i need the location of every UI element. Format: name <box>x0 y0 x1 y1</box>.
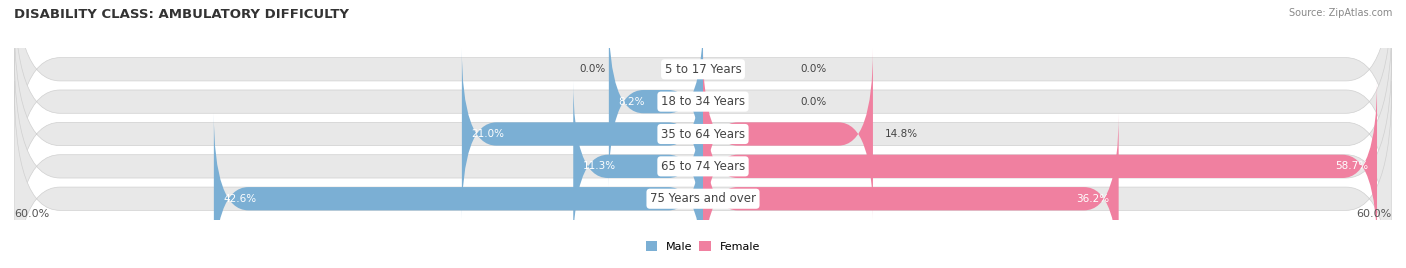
Text: 0.0%: 0.0% <box>800 97 827 107</box>
FancyBboxPatch shape <box>14 49 1392 268</box>
FancyBboxPatch shape <box>14 0 1392 187</box>
Text: 36.2%: 36.2% <box>1077 194 1109 204</box>
FancyBboxPatch shape <box>703 81 1376 252</box>
Text: 8.2%: 8.2% <box>619 97 644 107</box>
Text: 11.3%: 11.3% <box>582 161 616 171</box>
Text: 21.0%: 21.0% <box>471 129 505 139</box>
Legend: Male, Female: Male, Female <box>647 241 759 252</box>
FancyBboxPatch shape <box>214 113 703 268</box>
FancyBboxPatch shape <box>703 49 873 219</box>
Text: Source: ZipAtlas.com: Source: ZipAtlas.com <box>1288 8 1392 18</box>
Text: 0.0%: 0.0% <box>579 64 606 74</box>
FancyBboxPatch shape <box>14 16 1392 252</box>
Text: DISABILITY CLASS: AMBULATORY DIFFICULTY: DISABILITY CLASS: AMBULATORY DIFFICULTY <box>14 8 349 21</box>
Text: 60.0%: 60.0% <box>1357 209 1392 219</box>
Text: 60.0%: 60.0% <box>14 209 49 219</box>
FancyBboxPatch shape <box>609 16 703 187</box>
FancyBboxPatch shape <box>703 113 1119 268</box>
Text: 5 to 17 Years: 5 to 17 Years <box>665 63 741 76</box>
Text: 14.8%: 14.8% <box>884 129 918 139</box>
FancyBboxPatch shape <box>574 81 703 252</box>
Text: 58.7%: 58.7% <box>1334 161 1368 171</box>
Text: 65 to 74 Years: 65 to 74 Years <box>661 160 745 173</box>
Text: 0.0%: 0.0% <box>800 64 827 74</box>
Text: 75 Years and over: 75 Years and over <box>650 192 756 205</box>
Text: 42.6%: 42.6% <box>224 194 256 204</box>
FancyBboxPatch shape <box>14 0 1392 219</box>
Text: 18 to 34 Years: 18 to 34 Years <box>661 95 745 108</box>
Text: 35 to 64 Years: 35 to 64 Years <box>661 128 745 140</box>
FancyBboxPatch shape <box>14 81 1392 268</box>
FancyBboxPatch shape <box>461 49 703 219</box>
